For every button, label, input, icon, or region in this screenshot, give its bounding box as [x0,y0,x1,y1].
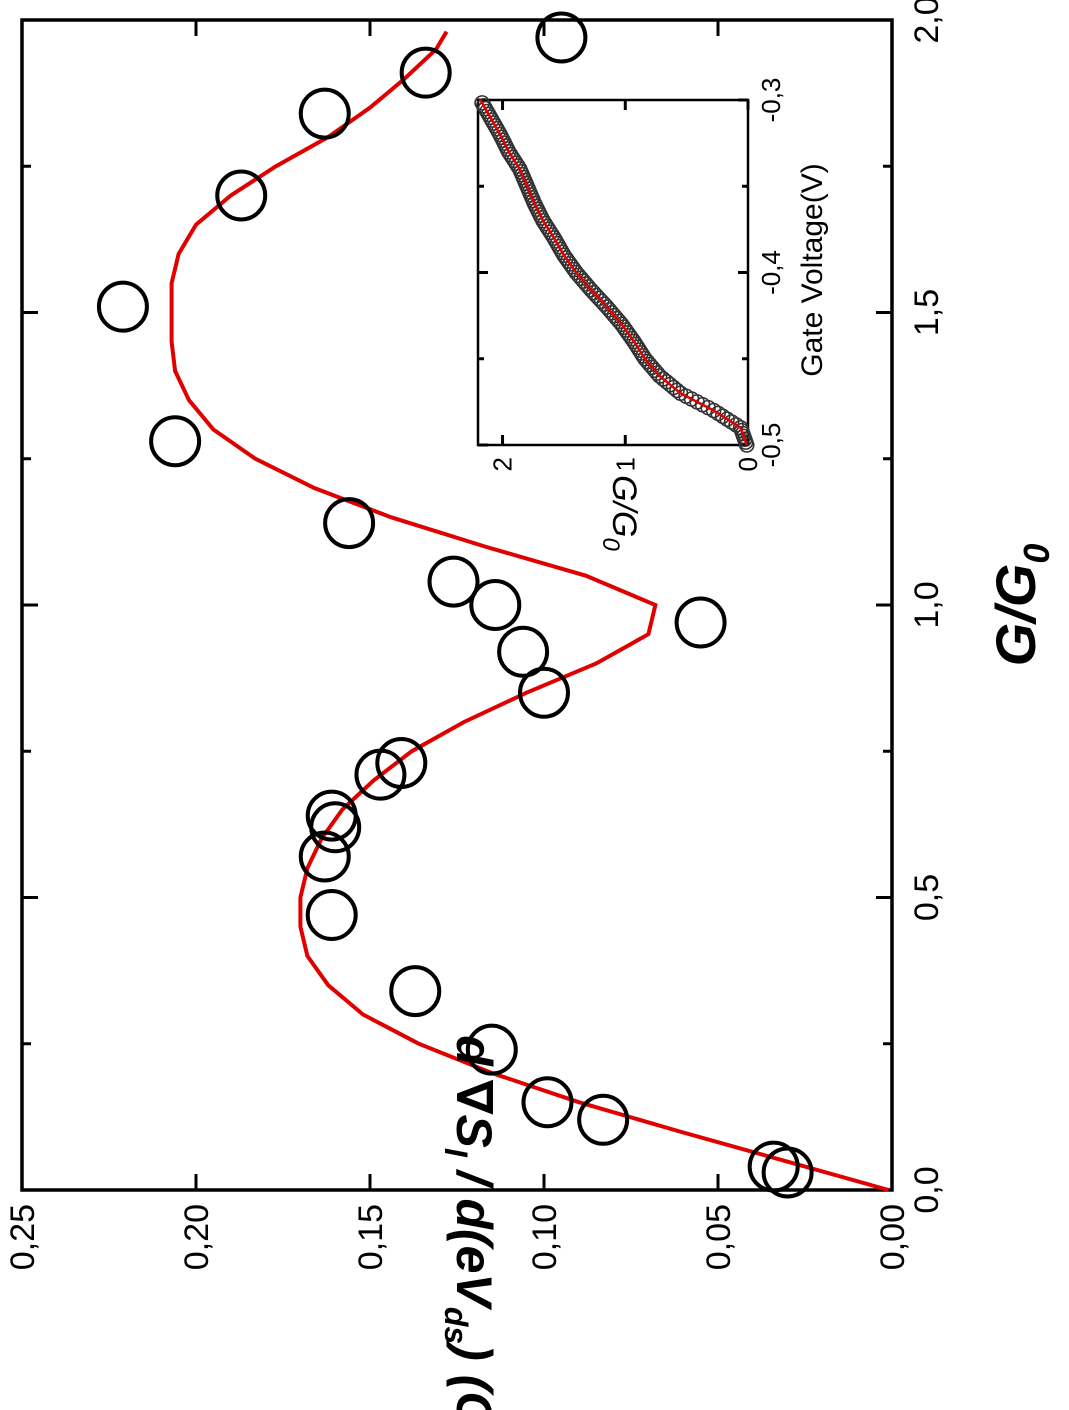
inset-data-point [723,414,740,430]
data-point [577,1093,630,1146]
data-markers-group [96,11,814,1199]
x-tick-label: 1,5 [908,289,946,336]
data-point [747,1140,800,1193]
inset-y-tick-label: 2 [488,457,518,471]
data-point [149,415,202,468]
inset-frame [476,98,750,447]
data-point [497,625,550,678]
inset-data-point [591,290,607,307]
rotated-plot-area: 0,00,51,01,52,00,000,050,100,150,200,25 … [4,0,1057,1410]
y-tick-label: 0,05 [700,1204,738,1270]
inset-data-point [588,287,605,304]
data-point [375,736,428,789]
fit-curve [169,30,890,1192]
inset-x-tick-label: -0,3 [756,78,786,123]
inset-y-axis-label: G/G0 [597,475,643,551]
y-tick-label: 0,00 [874,1204,912,1270]
inset-data-point [596,296,613,312]
data-point [298,830,351,883]
data-point [323,497,376,550]
y-tick-label: 0,25 [4,1204,42,1270]
inset-data-point [601,302,618,318]
y-tick-label: 0,15 [352,1204,390,1270]
data-point [215,169,268,222]
y-tick-label: 0,20 [178,1204,216,1270]
inset-data-point [732,419,749,436]
data-point [389,965,442,1018]
inset-data-point [475,97,492,114]
inset-y-tick-label: 1 [610,457,640,471]
data-point [305,889,358,942]
data-point [399,46,452,99]
data-point [535,11,588,64]
inset-data-markers [474,95,755,453]
inset-data-point [474,95,490,111]
inset-data-point [719,411,735,427]
inset-x-tick-label: -0,5 [756,423,786,468]
inset-axis-ticks: -0,5 -0,4 -0,3 0 1 2 [478,78,786,471]
inset-data-point [714,408,731,425]
main-axis-ticks: 0,0 0,5 1,0 1,5 2,0 0,00 0,05 0,10 0,15 0,20 0,25 [4,0,946,1270]
inset-fit-line [479,99,748,446]
inset-fit-curve [479,99,748,446]
x-tick-label: 0,5 [908,874,946,921]
data-point [305,789,358,842]
data-point [427,555,480,608]
x-tick-label: 1,0 [908,581,946,628]
inset-x-tick-label: -0,4 [756,250,786,295]
x-tick-label: 2,0 [908,0,946,44]
data-point [96,280,149,333]
inset-data-point [655,371,671,387]
y-axis-label: d ∇SI / d(eVds) (G0) [438,1035,502,1410]
fit-curve-group [169,30,890,1192]
data-point [298,87,351,140]
inset-data-point [593,293,610,310]
data-point [469,579,522,631]
data-point [521,1076,574,1129]
data-point [674,596,727,649]
x-tick-label: 0,0 [908,1166,946,1213]
inset-y-tick-label: 0 [733,457,763,471]
x-axis-label: G/G0 [984,544,1057,667]
inset-data-point [599,299,615,315]
data-point [518,666,570,719]
inset-data-point [728,417,744,433]
data-point [465,1023,518,1076]
inset-x-axis-label: Gate Voltage(V) [796,163,829,376]
y-tick-label: 0,10 [526,1204,564,1270]
